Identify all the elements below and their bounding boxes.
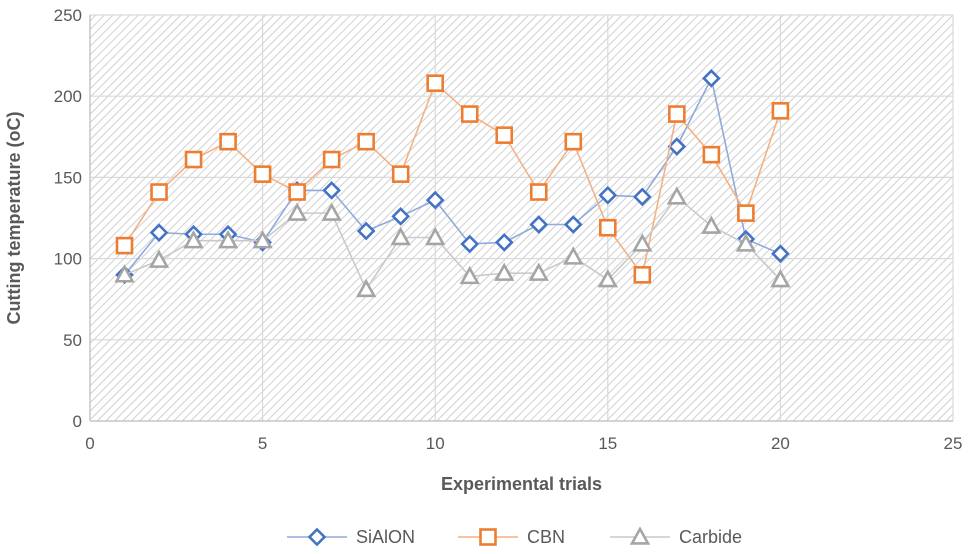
legend-marker: [307, 527, 327, 547]
y-tick-label: 50: [63, 331, 82, 350]
cbn-point: [219, 132, 237, 151]
cbn-point: [771, 102, 790, 120]
gridlines: [89, 14, 954, 422]
x-tick-label: 5: [258, 434, 267, 453]
cbn-point: [357, 132, 375, 151]
carbide-point: [701, 215, 722, 234]
legend-label: SiAlON: [356, 527, 415, 547]
cbn-point: [668, 105, 686, 123]
legend: SiAlON CBN Carbide: [287, 526, 742, 547]
sialon-point: [425, 190, 445, 210]
legend-item-sialon: SiAlON: [287, 527, 415, 547]
y-axis-title: Cutting temperature (oC): [4, 112, 24, 325]
axes: 0 50 100 150 200 250 0 5 10 15 20 25: [54, 6, 963, 453]
sialon-point: [598, 185, 618, 205]
sialon-point: [322, 181, 341, 200]
sialon-point: [494, 233, 514, 252]
sialon-point: [460, 234, 480, 254]
cbn-point: [495, 126, 514, 144]
cbn-point: [253, 165, 272, 183]
cbn-point: [564, 132, 583, 151]
legend-label: CBN: [527, 527, 565, 547]
legend-item-carbide: Carbide: [610, 526, 742, 547]
cbn-point: [460, 105, 479, 123]
plot-area: [90, 15, 953, 421]
cbn-point: [288, 183, 306, 201]
carbide-point: [183, 230, 204, 249]
carbide-point: [494, 262, 515, 281]
sialon-point: [702, 68, 721, 88]
series-carbide: [114, 186, 791, 298]
y-tick-label: 150: [54, 168, 82, 187]
cbn-point: [322, 150, 341, 169]
cbn-point: [426, 74, 445, 93]
sialon-point: [667, 137, 687, 156]
sialon-point: [632, 187, 652, 207]
cbn-point: [737, 204, 755, 222]
cbn-point: [391, 165, 410, 183]
cbn-point: [115, 236, 134, 255]
x-tick-label: 0: [85, 434, 94, 453]
y-tick-label: 100: [54, 250, 82, 269]
carbide-point: [355, 278, 377, 298]
x-tick-label: 20: [771, 434, 790, 453]
legend-marker: [629, 526, 651, 545]
cbn-point: [184, 150, 203, 169]
carbide-point: [424, 226, 446, 246]
carbide-point: [563, 246, 584, 265]
cbn-point: [633, 266, 652, 284]
carbide-point: [632, 233, 653, 252]
cbn-point: [150, 183, 168, 201]
x-tick-label: 10: [426, 434, 445, 453]
series-layer: [114, 68, 791, 298]
x-tick-label: 15: [598, 434, 617, 453]
sialon-point: [563, 215, 583, 234]
carbide-point: [770, 269, 791, 288]
y-tick-label: 200: [54, 87, 82, 106]
x-axis-title: Experimental trials: [441, 474, 602, 494]
sialon-point: [391, 207, 411, 226]
carbide-point: [321, 202, 342, 221]
y-tick-label: 250: [54, 6, 82, 25]
cbn-point: [529, 183, 548, 201]
carbide-point: [459, 265, 480, 285]
y-tick-label: 0: [73, 412, 82, 431]
carbide-point: [148, 249, 170, 268]
carbide-point: [666, 186, 688, 205]
series-cbn: [115, 74, 790, 284]
cbn-point: [598, 218, 617, 237]
carbide-point: [597, 269, 619, 288]
sialon-point: [356, 221, 376, 241]
x-tick-label: 25: [944, 434, 963, 453]
legend-label: Carbide: [679, 527, 742, 547]
carbide-point: [735, 233, 757, 252]
cbn-point: [702, 145, 721, 164]
carbide-point: [114, 264, 135, 283]
legend-item-cbn: CBN: [458, 527, 565, 547]
carbide-point: [217, 230, 239, 249]
sialon-point: [529, 215, 549, 234]
carbide-point: [286, 202, 308, 221]
legend-marker: [479, 528, 497, 546]
sialon-point: [149, 223, 169, 242]
sialon-point: [771, 244, 790, 264]
carbide-point: [390, 226, 411, 246]
carbide-point: [252, 230, 273, 249]
carbide-point: [528, 262, 549, 281]
